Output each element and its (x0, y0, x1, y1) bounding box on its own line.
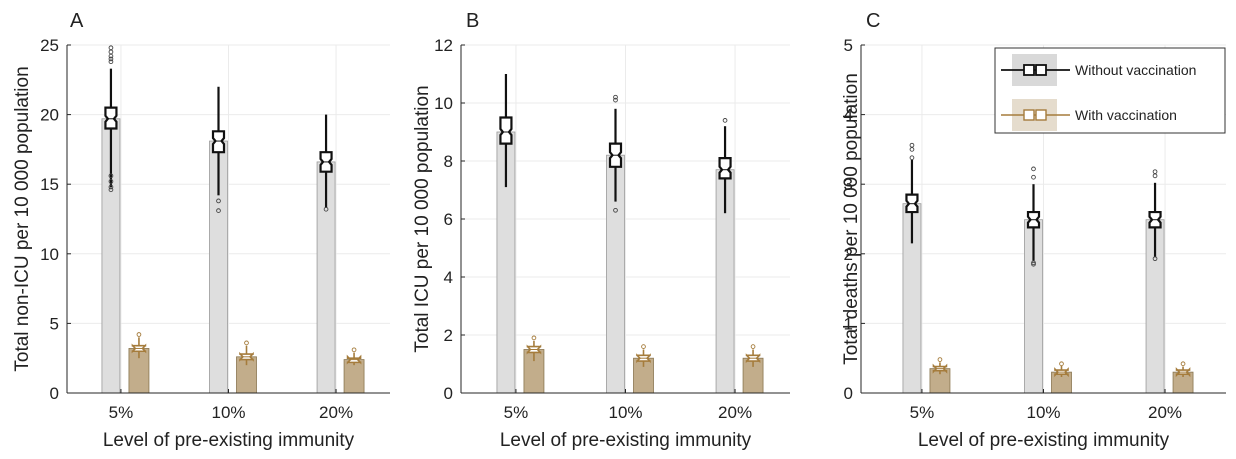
outlier-point (351, 347, 357, 353)
outlier-point (613, 97, 618, 103)
outlier-point (750, 344, 756, 349)
outlier-point (136, 332, 142, 337)
panel-b: 0 2 4 6 8 10 12 5% 10% 20% Level of pre-existing i… (412, 10, 790, 451)
x-axis-title: Level of pre-existing immunity (103, 430, 355, 451)
y-tick-label: 12 (434, 36, 453, 55)
y-tick-label: 0 (444, 384, 453, 403)
outlier-point (323, 206, 329, 212)
outlier-point (108, 45, 114, 51)
x-tick-label: 5% (109, 403, 134, 422)
y-axis-title: Total deaths per 10 000 population (841, 73, 862, 365)
y-tick-label: 6 (444, 210, 453, 229)
x-tick-label: 10% (1026, 403, 1060, 422)
x-axis-title: Level of pre-existing immunity (500, 430, 752, 451)
y-tick-label: 10 (40, 245, 59, 264)
legend-box-icon (1023, 109, 1035, 121)
panel-c: 0 1 2 3 4 5 5% 10% 20% Level of pre-existing immu… (841, 10, 1226, 451)
outlier-point (909, 147, 915, 152)
panel-label: C (866, 10, 880, 32)
y-tick-label: 15 (40, 175, 59, 194)
outlier-point (244, 340, 249, 346)
outlier-point (613, 207, 618, 213)
outlier-point (909, 142, 915, 148)
outlier-point (1059, 361, 1064, 367)
legend-entry-label: Without vaccination (1075, 62, 1196, 78)
outlier-point (216, 208, 221, 213)
outlier-point (613, 94, 618, 100)
y-tick-label: 25 (40, 36, 59, 55)
outlier-point (1152, 169, 1158, 175)
legend-box-icon (1035, 64, 1047, 76)
x-tick-label: 5% (504, 403, 529, 422)
x-axis-title: Level of pre-existing immunity (918, 430, 1170, 451)
y-tick-label: 0 (50, 384, 59, 403)
y-tick-label: 5 (50, 314, 59, 333)
y-axis-title: Total ICU per 10 000 population (412, 85, 433, 352)
box-without-vaccination (499, 116, 513, 145)
outlier-point (108, 49, 114, 55)
legend-box-icon (1023, 64, 1035, 76)
legend-box-icon (1035, 109, 1047, 121)
y-tick-label: 8 (444, 152, 453, 171)
y-axis-title: Total non-ICU per 10 000 population (12, 66, 33, 371)
x-tick-label: 10% (211, 403, 245, 422)
outlier-point (1180, 361, 1186, 367)
outlier-point (909, 155, 915, 161)
box-without-vaccination (718, 157, 732, 180)
outlier-point (216, 198, 221, 204)
outlier-point (1031, 166, 1036, 172)
panel-label: A (70, 10, 84, 32)
y-tick-label: 1 (844, 314, 853, 333)
outlier-point (108, 56, 114, 62)
outlier-point (1031, 261, 1036, 267)
y-tick-label: 4 (844, 106, 853, 125)
y-tick-label: 2 (444, 326, 453, 345)
outlier-point (1031, 174, 1036, 180)
outlier-point (1152, 256, 1158, 262)
outlier-point (641, 344, 646, 349)
box-without-vaccination (104, 106, 118, 130)
x-tick-label: 20% (1148, 403, 1182, 422)
outlier-point (108, 173, 114, 179)
outlier-point (937, 357, 943, 362)
x-tick-label: 5% (910, 403, 935, 422)
legend: Without vaccination With vaccination (994, 47, 1226, 134)
x-tick-label: 20% (718, 403, 752, 422)
panel-label: B (466, 10, 479, 32)
outlier-point (1152, 173, 1158, 179)
x-tick-label: 10% (608, 403, 642, 422)
y-tick-label: 5 (844, 36, 853, 55)
outlier-point (722, 118, 728, 123)
outlier-point (108, 184, 114, 190)
y-tick-label: 0 (844, 384, 853, 403)
box-without-vaccination (211, 130, 226, 154)
y-tick-label: 2 (844, 245, 853, 264)
outlier-point (108, 179, 114, 184)
legend-entry-label: With vaccination (1075, 107, 1177, 123)
outlier-point (108, 59, 114, 65)
y-tick-label: 4 (444, 268, 453, 287)
outlier-point (531, 335, 537, 341)
y-tick-label: 10 (434, 94, 453, 113)
x-tick-label: 20% (319, 403, 353, 422)
panel-a: 0 5 10 15 20 25 5% 10% 20% Level of pre-existing … (12, 10, 390, 451)
y-tick-label: 20 (40, 106, 59, 125)
outlier-point (1031, 260, 1036, 266)
outlier-point (108, 187, 114, 193)
y-tick-label: 3 (844, 175, 853, 194)
